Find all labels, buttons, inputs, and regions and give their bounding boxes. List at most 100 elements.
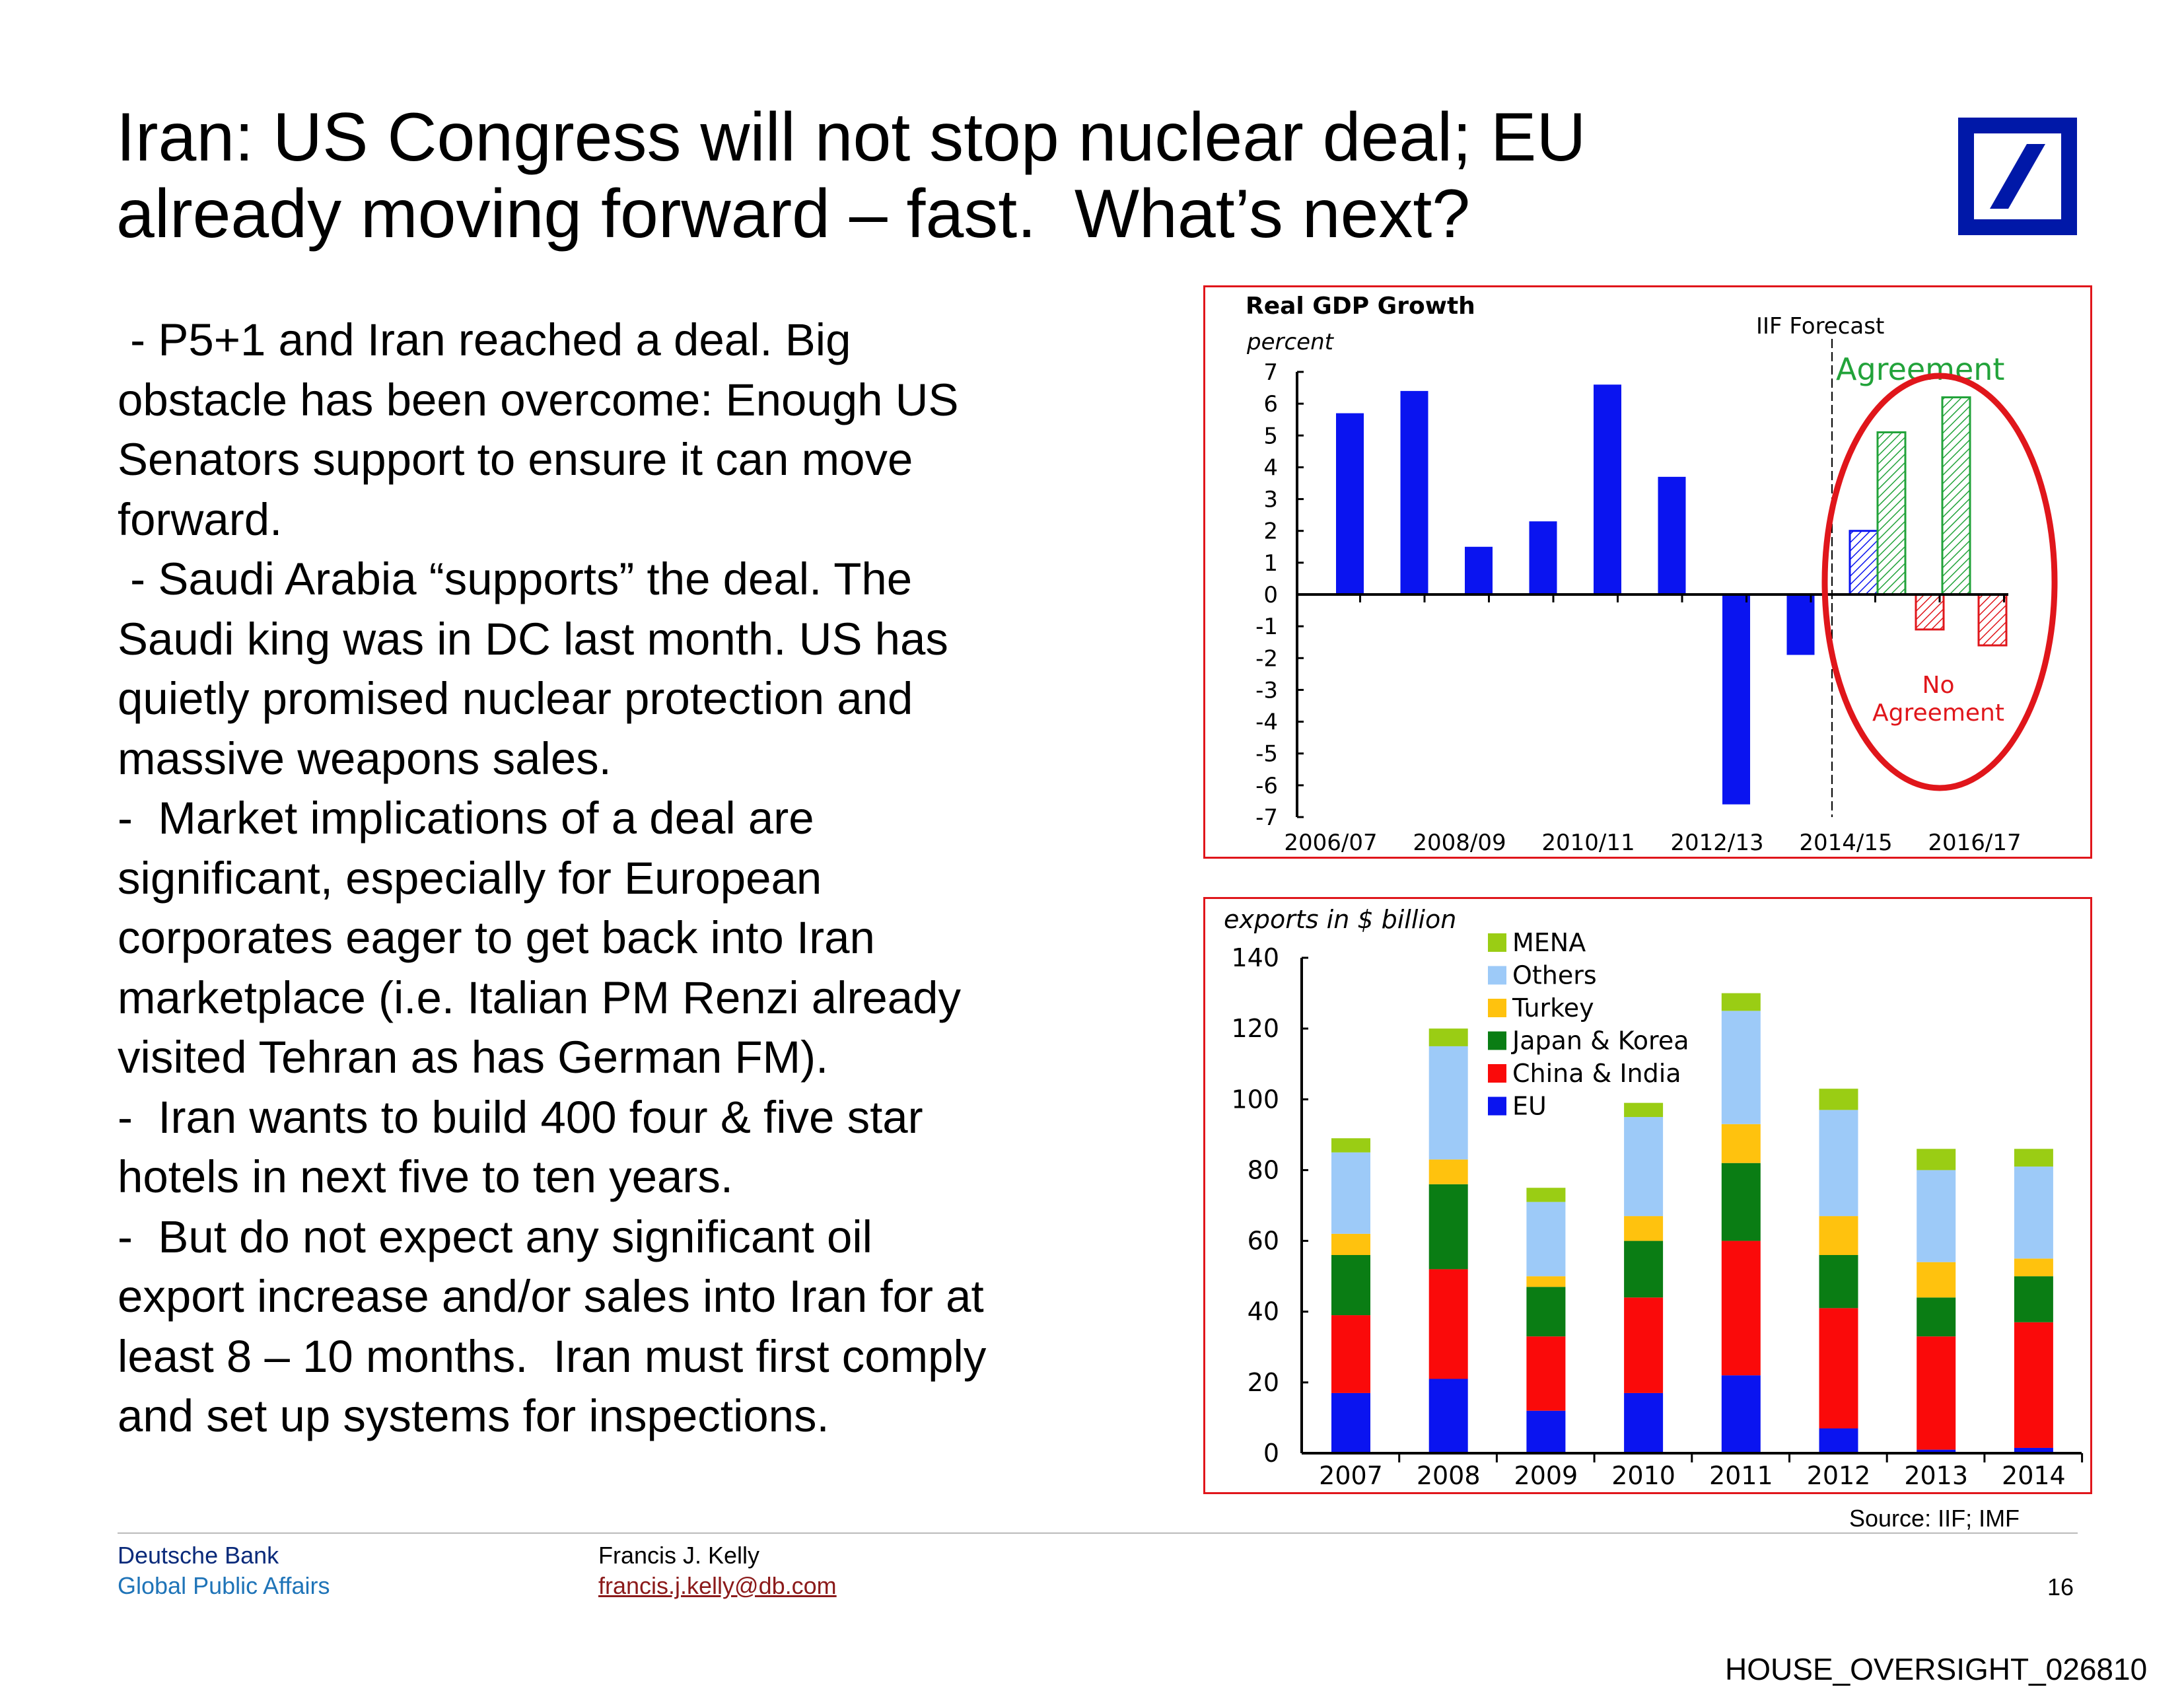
y-tick-label: -5 <box>1255 741 1278 768</box>
exports-chart: exports in $ billion 0 20 40 60 80 100 120 140 20… <box>1203 897 2092 1494</box>
y-tick-label: 100 <box>1231 1085 1279 1114</box>
body-line: quietly promised nuclear protection and <box>118 673 913 724</box>
body-line: - But do not expect any significant oil <box>118 1211 872 1262</box>
scenario-bar-agreement-2015/16 <box>1876 431 1907 596</box>
deutsche-bank-logo <box>1958 118 2077 235</box>
footer-email-link[interactable]: francis.j.kelly@db.com <box>598 1572 837 1599</box>
gdp-bar-2008/09 <box>1465 546 1493 594</box>
body-line: and set up systems for inspections. <box>118 1390 829 1441</box>
page-number: 16 <box>2047 1573 2074 1600</box>
y-axis-label: exports in $ billion <box>1224 905 1456 934</box>
stacked-bar-2011-turkey <box>1721 1124 1761 1163</box>
stacked-bar-2008-china-india <box>1428 1269 1468 1379</box>
x-tick-label: 2012 <box>1807 1461 1871 1490</box>
stacked-bar-2014-japan-korea <box>2014 1276 2053 1322</box>
legend-swatch-turkey <box>1488 999 1506 1017</box>
y-tick-label: 4 <box>1263 454 1278 481</box>
x-tick-label: 2014/15 <box>1799 830 1892 856</box>
stacked-bar-2009-china-india <box>1526 1336 1566 1411</box>
stacked-bar-2008-eu <box>1428 1379 1468 1453</box>
body-line: marketplace (i.e. Italian PM Renzi alrea… <box>118 972 962 1023</box>
legend-label: Japan & Korea <box>1511 1026 1689 1056</box>
stacked-bar-2009-eu <box>1526 1410 1566 1453</box>
stacked-bar-2013-turkey <box>1917 1262 1956 1298</box>
x-tick-label: 2012/13 <box>1670 830 1763 856</box>
stacked-bar-2011-others <box>1721 1011 1761 1124</box>
gdp-bar-2011/12 <box>1658 476 1686 594</box>
body-line: obstacle has been overcome: Enough US <box>118 374 959 425</box>
y-tick-label: 20 <box>1248 1368 1279 1397</box>
legend-label: MENA <box>1512 928 1586 957</box>
x-tick-label: 2016/17 <box>1928 830 2021 856</box>
gdp-bar-2006/07 <box>1336 413 1364 594</box>
legend-swatch-others <box>1488 966 1506 985</box>
y-tick-label: 40 <box>1248 1297 1279 1326</box>
x-tick-label: 2009 <box>1514 1461 1578 1490</box>
legend-label: Others <box>1512 961 1597 990</box>
stacked-bar-2013-others <box>1917 1170 1956 1262</box>
y-tick-label: 80 <box>1248 1155 1279 1184</box>
footer-dept: Global Public Affairs <box>118 1572 330 1599</box>
stacked-bar-2007-china-india <box>1331 1315 1370 1393</box>
y-tick-label: 140 <box>1231 943 1279 972</box>
y-tick-label: 0 <box>1263 1439 1279 1468</box>
stacked-bar-2007-others <box>1331 1152 1370 1234</box>
y-tick-label: -2 <box>1255 645 1278 672</box>
footer-org: Deutsche Bank <box>118 1542 279 1569</box>
stacked-bar-2009-mena <box>1526 1188 1566 1202</box>
stacked-bar-2010-turkey <box>1624 1216 1664 1241</box>
legend-label: Turkey <box>1512 993 1594 1023</box>
stacked-bar-2011-china-india <box>1721 1240 1761 1376</box>
scenario-bar-no-agreement-2016/17 <box>1977 593 2008 647</box>
y-tick-label: -3 <box>1255 677 1278 703</box>
body-line: - Iran wants to build 400 four & five st… <box>118 1091 923 1143</box>
y-tick-label: -6 <box>1255 773 1278 799</box>
stacked-bar-2012-turkey <box>1819 1216 1858 1255</box>
stacked-bar-2007-mena <box>1331 1138 1370 1153</box>
stacked-bar-2008-japan-korea <box>1428 1184 1468 1270</box>
y-tick-label: 5 <box>1263 423 1278 449</box>
y-tick-label: 1 <box>1263 550 1278 577</box>
legend-swatch-china-india <box>1488 1064 1506 1083</box>
forecast-bar-2014/15 <box>1849 530 1879 596</box>
y-tick-label: 3 <box>1263 487 1278 513</box>
x-tick-label: 2010/11 <box>1541 830 1635 856</box>
gdp-bar-2010/11 <box>1594 384 1621 594</box>
stacked-bar-2010-others <box>1624 1117 1664 1217</box>
stacked-bar-2014-turkey <box>2014 1258 2053 1277</box>
legend-label: EU <box>1512 1092 1547 1121</box>
stacked-bar-2013-japan-korea <box>1917 1297 1956 1337</box>
stacked-bar-2009-others <box>1526 1202 1566 1277</box>
x-tick-label: 2011 <box>1709 1461 1773 1490</box>
gdp-bar-2009/10 <box>1529 521 1557 594</box>
body-line: Saudi king was in DC last month. US has <box>118 613 948 665</box>
stacked-bar-2010-mena <box>1624 1102 1664 1118</box>
stacked-bar-2013-eu <box>1917 1449 1956 1453</box>
x-tick-label: 2008/09 <box>1413 830 1506 856</box>
gdp-bar-2013/14 <box>1786 594 1815 655</box>
slide-title: Iran: US Congress will not stop nuclear … <box>116 99 1586 252</box>
body-line: corporates eager to get back into Iran <box>118 912 875 963</box>
y-tick-label: -4 <box>1255 709 1278 736</box>
stacked-bar-2008-mena <box>1428 1028 1468 1046</box>
scenario-bar-agreement-2016/17 <box>1941 396 1971 596</box>
x-tick-label: 2010 <box>1611 1461 1675 1490</box>
stacked-bar-2007-eu <box>1331 1392 1370 1453</box>
footer-author: Francis J. Kelly <box>598 1542 760 1569</box>
y-axis-label: percent <box>1246 329 1335 355</box>
forecast-label: IIF Forecast <box>1756 313 1884 340</box>
footer-divider <box>118 1532 2078 1534</box>
stacked-bar-2011-japan-korea <box>1721 1163 1761 1241</box>
legend-label: China & India <box>1512 1059 1681 1088</box>
x-tick-label: 2008 <box>1417 1461 1481 1490</box>
x-tick-label: 2006/07 <box>1284 830 1377 856</box>
body-line: - P5+1 and Iran reached a deal. Big <box>118 314 851 365</box>
stacked-bar-2013-china-india <box>1917 1336 1956 1450</box>
stacked-bar-2011-mena <box>1721 993 1761 1011</box>
stacked-bar-2010-japan-korea <box>1624 1240 1664 1298</box>
stacked-bar-2012-eu <box>1819 1428 1858 1453</box>
body-line: visited Tehran as has German FM). <box>118 1032 829 1083</box>
y-tick-label: -1 <box>1255 614 1278 640</box>
body-line: hotels in next five to ten years. <box>118 1151 734 1202</box>
no-agreement-label: Agreement <box>1872 700 2004 727</box>
